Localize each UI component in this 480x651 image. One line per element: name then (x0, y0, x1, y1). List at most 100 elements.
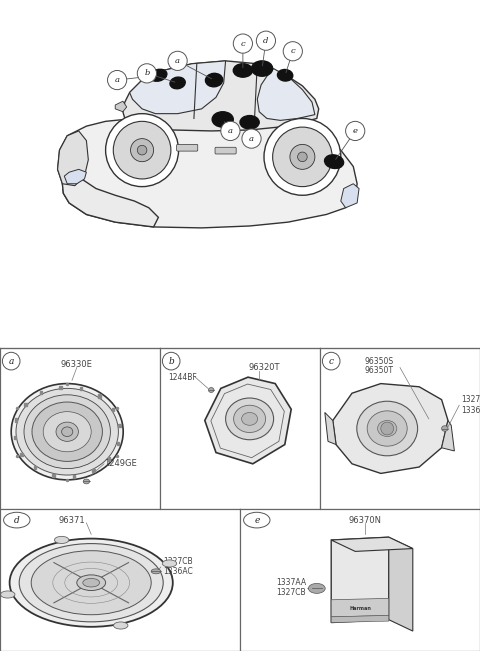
Ellipse shape (324, 155, 344, 169)
Bar (20, 452, 23, 456)
Text: 1327CB: 1327CB (163, 557, 193, 566)
Polygon shape (257, 68, 315, 120)
Bar (24, 403, 26, 406)
FancyBboxPatch shape (177, 145, 198, 151)
Bar (39, 391, 42, 395)
Ellipse shape (226, 398, 274, 439)
Bar (73, 475, 75, 478)
Polygon shape (442, 421, 455, 451)
Text: 1336AC: 1336AC (461, 406, 480, 415)
Text: 1249GE: 1249GE (104, 460, 137, 468)
Circle shape (221, 121, 240, 141)
Ellipse shape (77, 575, 106, 590)
Text: c: c (290, 48, 295, 55)
Bar (34, 465, 36, 469)
Circle shape (309, 583, 325, 593)
Ellipse shape (277, 70, 293, 81)
Ellipse shape (240, 116, 259, 129)
Circle shape (162, 352, 180, 370)
Ellipse shape (150, 69, 167, 81)
Ellipse shape (24, 395, 110, 469)
Ellipse shape (10, 538, 173, 627)
FancyBboxPatch shape (215, 147, 236, 154)
Bar (13, 436, 16, 439)
Text: 96350T: 96350T (365, 367, 394, 375)
Polygon shape (58, 131, 88, 186)
Ellipse shape (32, 402, 102, 462)
Polygon shape (130, 61, 226, 114)
Polygon shape (58, 117, 357, 228)
Circle shape (273, 127, 332, 187)
Bar (52, 473, 55, 477)
Circle shape (168, 51, 187, 70)
Text: b: b (144, 70, 150, 77)
Ellipse shape (54, 536, 69, 544)
Circle shape (264, 118, 341, 195)
Ellipse shape (16, 389, 119, 475)
Bar (92, 469, 95, 472)
Text: 1327CB: 1327CB (461, 395, 480, 404)
Ellipse shape (56, 422, 78, 441)
Bar (98, 395, 101, 398)
Ellipse shape (19, 544, 163, 622)
Polygon shape (115, 101, 127, 112)
Polygon shape (62, 173, 158, 227)
Bar (117, 442, 120, 445)
Bar (59, 385, 61, 389)
Text: c: c (329, 357, 334, 366)
Circle shape (106, 114, 179, 187)
Circle shape (323, 352, 340, 370)
Ellipse shape (83, 579, 100, 587)
Ellipse shape (357, 401, 418, 456)
Polygon shape (331, 537, 413, 551)
Text: b: b (168, 357, 174, 366)
Circle shape (244, 512, 270, 528)
Polygon shape (389, 537, 413, 631)
Ellipse shape (61, 427, 73, 437)
Text: 1336AC: 1336AC (163, 567, 193, 576)
Polygon shape (123, 61, 319, 131)
Circle shape (290, 145, 315, 169)
Ellipse shape (43, 411, 91, 452)
Ellipse shape (83, 479, 90, 484)
Circle shape (137, 64, 156, 83)
Polygon shape (331, 615, 389, 622)
Text: 96371: 96371 (59, 516, 85, 525)
Text: d: d (14, 516, 20, 525)
Polygon shape (325, 413, 336, 445)
Ellipse shape (233, 64, 252, 77)
Ellipse shape (0, 591, 15, 598)
Polygon shape (205, 377, 291, 464)
Circle shape (242, 129, 261, 148)
Ellipse shape (151, 569, 161, 574)
Ellipse shape (367, 411, 407, 446)
Circle shape (131, 139, 154, 161)
Polygon shape (331, 598, 389, 617)
Circle shape (298, 152, 307, 161)
Text: 96350S: 96350S (365, 357, 394, 366)
Circle shape (283, 42, 302, 61)
Ellipse shape (234, 405, 265, 432)
Circle shape (4, 512, 30, 528)
Bar (15, 419, 17, 422)
Polygon shape (64, 169, 86, 184)
Ellipse shape (212, 112, 233, 127)
Bar (80, 387, 82, 390)
Ellipse shape (114, 622, 128, 629)
Text: Harman: Harman (349, 606, 371, 611)
Ellipse shape (241, 413, 258, 425)
Circle shape (137, 145, 147, 155)
Text: c: c (240, 40, 245, 48)
Ellipse shape (378, 421, 397, 437)
Text: e: e (353, 127, 358, 135)
Text: a: a (175, 57, 180, 65)
Bar (108, 458, 110, 461)
Text: 1337AA: 1337AA (276, 578, 306, 587)
Circle shape (346, 121, 365, 141)
Bar (112, 408, 114, 411)
Text: a: a (115, 76, 120, 84)
Circle shape (108, 70, 127, 90)
Ellipse shape (31, 551, 151, 615)
Text: d: d (263, 36, 269, 45)
Text: 96330E: 96330E (61, 360, 93, 369)
